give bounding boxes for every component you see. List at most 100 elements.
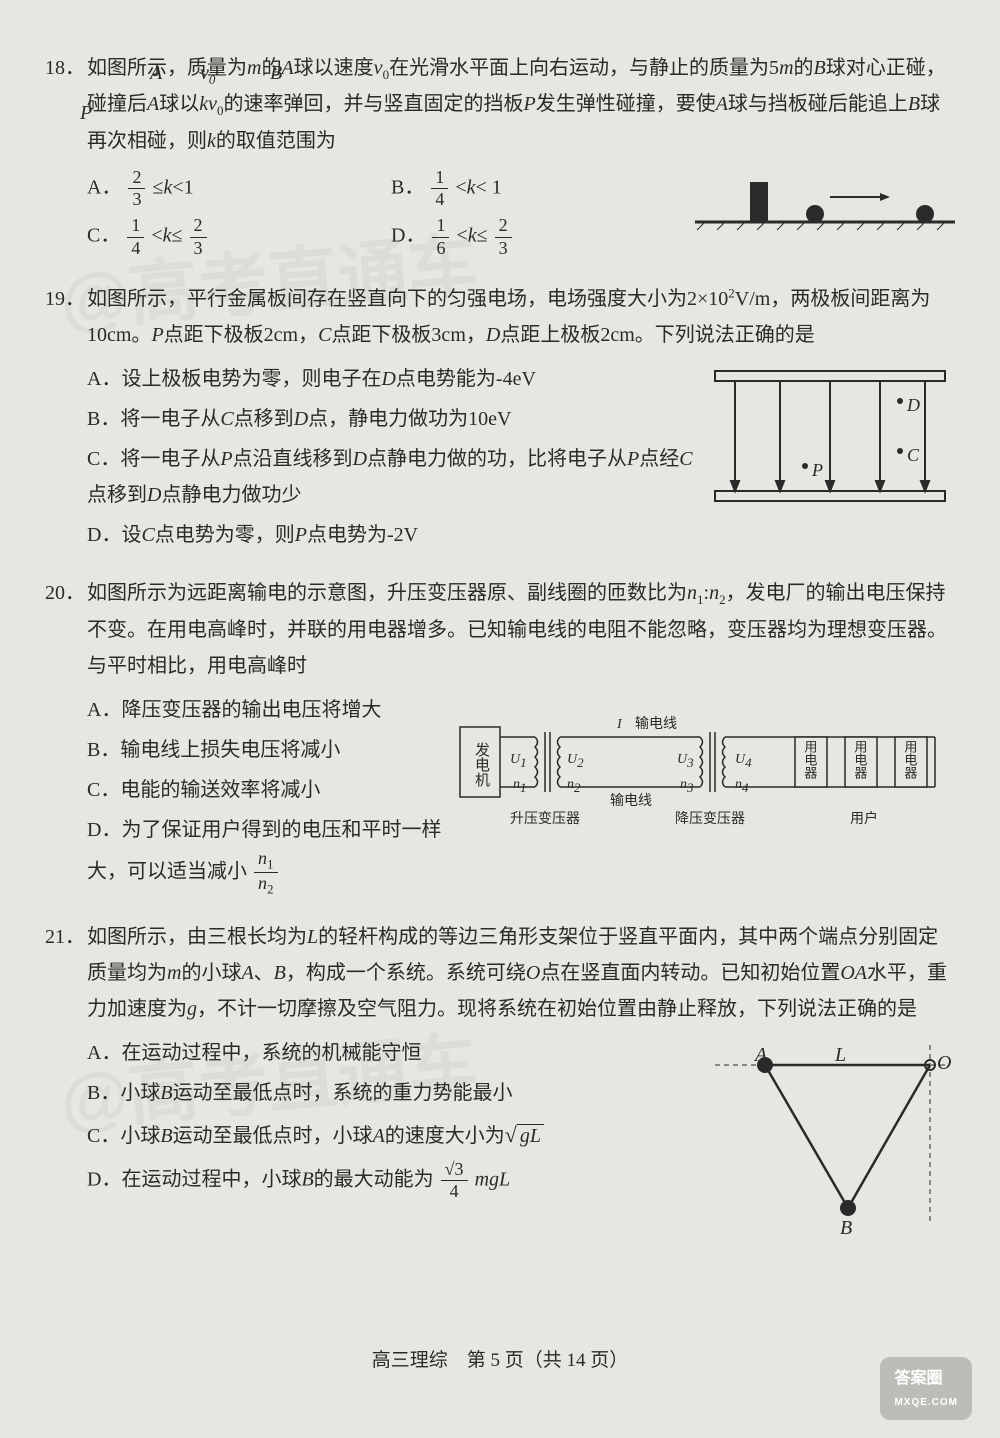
q20-stem: 如图所示为远距离输电的示意图，升压变压器原、副线圈的匝数比为n1:n2，发电厂的… [87, 575, 955, 683]
q18-var-m: m [779, 57, 793, 79]
frac-num: √3 [441, 1159, 468, 1182]
sub: 2 [577, 754, 584, 769]
rel: ≤ [477, 225, 488, 247]
option-text: 运动至最低点时，小球 [173, 1125, 373, 1147]
radicand: gL [517, 1124, 544, 1147]
q21-stem: 如图所示，由三根长均为L的轻杆构成的等边三角形支架位于竖直平面内，其中两个端点分… [87, 919, 955, 1027]
option-text: B．将一电子从 [87, 408, 220, 430]
q18-option-a: A． 23 ≤k<1 [87, 167, 391, 211]
q18-var-A: A [147, 93, 159, 115]
q18-text: 在光滑水平面上向右运动，与静止的质量为5 [389, 57, 779, 79]
var-k: k [163, 176, 172, 198]
q19-text: 点距下极板2cm， [164, 324, 318, 346]
var-mgL: mgL [475, 1168, 511, 1190]
q19-stem: 如图所示，平行金属板间存在竖直向下的匀强电场，电场强度大小为2×102V/m，两… [87, 281, 955, 353]
q18-text: 的取值范围为 [216, 130, 336, 152]
var-OA: OA [840, 962, 867, 984]
q18-option-b: B． 14 <k< 1 [391, 167, 695, 211]
rel: < 1 [476, 176, 502, 198]
frac-den: 6 [432, 238, 449, 260]
q18-stem: 如图所示，质量为m的A球以速度v0在光滑水平面上向右运动，与静止的质量为5m的B… [87, 50, 955, 159]
sub: 2 [574, 779, 581, 794]
q18-text: 球与挡板碰后能追上 [728, 93, 908, 115]
sub: 1 [267, 856, 274, 871]
option-label: D． [391, 225, 425, 247]
frac-den: 3 [190, 238, 207, 260]
q21-text: ，不计一切摩擦及空气阻力。现将系统在初始位置由静止释放，下列说法正确的是 [197, 998, 917, 1020]
fig-label-P: P [80, 95, 92, 131]
q19-var-P: P [151, 324, 163, 346]
var-k: k [163, 225, 172, 247]
fig-line: 输电线 [610, 789, 652, 814]
page-footer: 高三理综 第 5 页（共 14 页） [0, 1344, 1000, 1378]
sub: 3 [687, 779, 694, 794]
var-C: C [220, 408, 233, 430]
rel: < [151, 225, 162, 247]
q18-text: 发生弹性碰撞，要使 [536, 93, 716, 115]
var-n: n [709, 582, 719, 604]
var-P: P [627, 448, 639, 470]
rel: ≤ [172, 225, 183, 247]
q18-var-B: B [814, 57, 826, 79]
q19-text: 点距下极板3cm， [331, 324, 485, 346]
var-O: O [526, 962, 540, 984]
q18-option-c: C． 14 <k≤ 23 [87, 215, 391, 259]
q19-var-D: D [486, 324, 500, 346]
var-P: P [220, 448, 232, 470]
fig-user: 用户 [850, 807, 878, 832]
option-text: 运动至最低点时，系统的重力势能最小 [173, 1082, 513, 1104]
option-text: 点沿直线移到 [233, 448, 353, 470]
var-B: B [301, 1168, 313, 1190]
fig-label-B: B [270, 55, 282, 91]
fig-n: n [567, 777, 574, 792]
option-text: 的最大动能为 [314, 1168, 434, 1190]
logo-main: 答案圈 [894, 1365, 958, 1394]
q18-number: 18． [45, 50, 85, 86]
var-A: A [241, 962, 253, 984]
q19-option-a: A．设上极板电势为零，则电子在D点电势能为-4eV [87, 361, 705, 397]
rel: < [455, 176, 466, 198]
q18-var-kv: kv [199, 93, 217, 115]
option-text: D．在运动过程中，小球 [87, 1168, 301, 1190]
question-18: 18． 如图所示，质量为m的A球以速度v0在光滑水平面上向右运动，与静止的质量为… [45, 50, 955, 263]
q21-figure: A B O L [705, 1035, 955, 1247]
option-text: C．将一电子从 [87, 448, 220, 470]
fig-U: U [677, 752, 687, 767]
option-text: B．小球 [87, 1082, 160, 1104]
frac-num: 1 [432, 215, 449, 238]
q18-text: 的速率弹回，并与竖直固定的挡板 [223, 93, 523, 115]
fig-dev: 用电器 [848, 740, 871, 779]
frac-num: 2 [495, 215, 512, 238]
fig-label-v: v [200, 62, 209, 84]
option-text: 点静电力做的功，比将电子从 [367, 448, 627, 470]
fig-label-B: B [840, 1210, 852, 1246]
option-label: A． [87, 176, 121, 198]
q21-text: 点在竖直面内转动。已知初始位置 [540, 962, 840, 984]
q21-option-b: B．小球B运动至最低点时，系统的重力势能最小 [87, 1075, 705, 1111]
fig-gen: 发电机 [467, 742, 494, 787]
q21-text: 、 [254, 962, 274, 984]
option-text: 点移到 [234, 408, 294, 430]
q18-option-d: D． 16 <k≤ 23 [391, 215, 695, 259]
sub: 4 [745, 754, 752, 769]
q21-text: 如图所示，由三根长均为 [87, 926, 307, 948]
q18-var-m: m [247, 57, 261, 79]
var-C: C [141, 524, 154, 546]
q20-option-c: C．电能的输送效率将减小 [87, 772, 455, 808]
fig-U: U [510, 752, 520, 767]
frac-num: 1 [431, 167, 448, 190]
fig-U: U [735, 752, 745, 767]
q18-text: 球以速度 [294, 57, 374, 79]
var-B: B [160, 1125, 172, 1147]
q18-var-A: A [716, 93, 728, 115]
q19-text: 点距上极板2cm。下列说法正确的是 [500, 324, 814, 346]
var-C: C [679, 448, 692, 470]
q18-text: 的 [794, 57, 814, 79]
q20-option-a: A．降压变压器的输出电压将增大 [87, 692, 455, 728]
var-n: n [258, 848, 267, 868]
fig-line: 输电线 [635, 712, 677, 737]
q21-option-a: A．在运动过程中，系统的机械能守恒 [87, 1035, 705, 1071]
q18-var-B: B [908, 93, 920, 115]
q20-option-b: B．输电线上损失电压将减小 [87, 732, 455, 768]
option-text: 点经 [639, 448, 679, 470]
